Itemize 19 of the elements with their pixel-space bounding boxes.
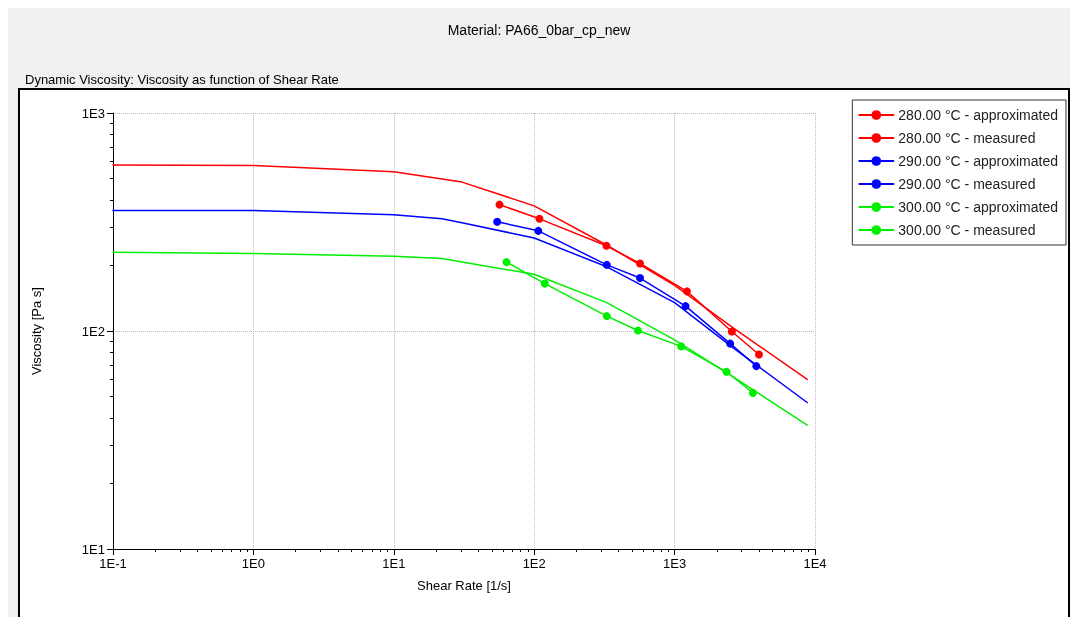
chart-title: Material: PA66_0bar_cp_new xyxy=(447,22,632,38)
x-tick-label: 1E-1 xyxy=(99,556,127,571)
legend-label: 290.00 °C - measured xyxy=(898,176,1036,192)
chart-subtitle: Dynamic Viscosity: Viscosity as function of Shear Rate xyxy=(25,72,339,87)
legend-label: 280.00 °C - approximated xyxy=(898,107,1058,123)
x-tick-label: 1E4 xyxy=(803,556,827,571)
x-tick-label: 1E1 xyxy=(382,556,406,571)
x-tick-label: 1E2 xyxy=(522,556,546,571)
legend-label: 300.00 °C - approximated xyxy=(898,199,1058,215)
legend-label: 280.00 °C - measured xyxy=(898,130,1036,146)
legend-label: 290.00 °C - approximated xyxy=(898,153,1058,169)
y-tick-label: 1E1 xyxy=(81,541,105,557)
legend-label: 300.00 °C - measured xyxy=(898,222,1036,238)
x-axis-title: Shear Rate [1/s] xyxy=(417,578,511,593)
x-tick-label: 1E3 xyxy=(663,556,687,571)
y-tick-label: 1E2 xyxy=(81,323,105,339)
y-tick-label: 1E3 xyxy=(81,105,105,121)
y-axis-title: Viscosity [Pa s] xyxy=(29,287,44,375)
x-tick-label: 1E0 xyxy=(241,556,265,571)
